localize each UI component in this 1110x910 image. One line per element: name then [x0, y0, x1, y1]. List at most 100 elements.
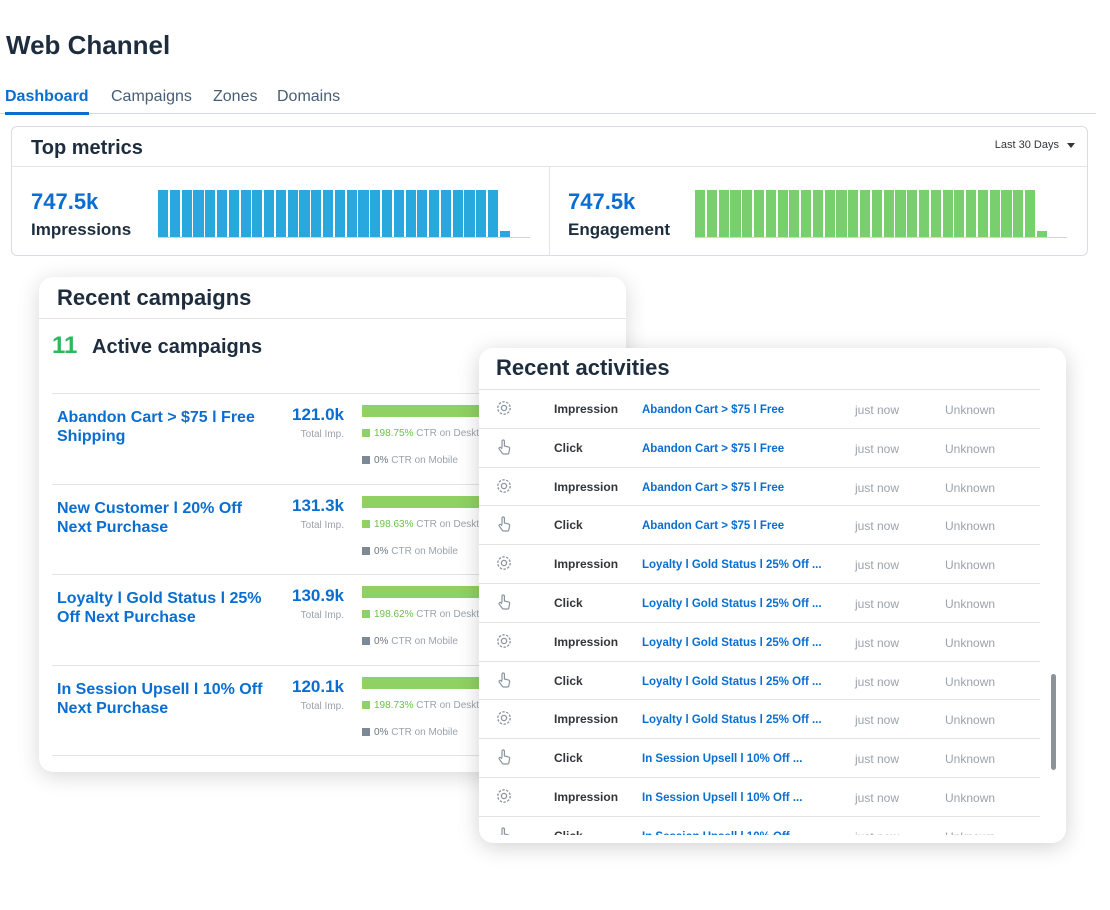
- campaign-name-link[interactable]: In Session Upsell l 10% Off Next Purchas…: [57, 681, 263, 717]
- impressions-bar: [440, 190, 452, 237]
- engagement-bar: [765, 190, 776, 237]
- active-campaigns-count: 11: [52, 332, 78, 359]
- ctr-mobile: 0% CTR on Mobile: [362, 636, 458, 647]
- ctr-mobile-label: CTR on Mobile: [391, 636, 458, 647]
- impressions-bar: [381, 190, 393, 237]
- activity-row: Impression In Session Upsell l 10% Off ..…: [479, 777, 1040, 816]
- gear-icon: [495, 709, 513, 727]
- engagement-bar: [730, 190, 741, 237]
- activity-type: Click: [554, 829, 583, 835]
- activity-campaign-link[interactable]: Abandon Cart > $75 l Free: [642, 442, 785, 455]
- impressions-bar: [169, 190, 180, 237]
- engagement-bar: [977, 190, 989, 237]
- pointer-icon: [495, 826, 513, 835]
- impressions-bar: [228, 190, 239, 237]
- engagement-bar: [918, 190, 930, 237]
- activity-type: Impression: [554, 557, 619, 572]
- impressions-bar: [181, 190, 192, 237]
- engagement-bar: [812, 190, 824, 237]
- activity-row: Click Abandon Cart > $75 l Free just now Un…: [479, 505, 1040, 544]
- impressions-bar: [429, 190, 440, 237]
- ctr-desktop-label: CTR on Desktop: [416, 700, 491, 711]
- top-metrics-card: Top metrics Last 30 Days 747.5k Impressi…: [11, 126, 1088, 256]
- campaign-total-impressions: 120.1k: [292, 677, 344, 696]
- activity-device: Unknown: [945, 830, 995, 835]
- scrollbar[interactable]: [1051, 392, 1056, 824]
- impressions-bar: [205, 190, 216, 237]
- caret-down-icon: [1067, 142, 1075, 148]
- ctr-desktop-label: CTR on Desktop: [416, 519, 491, 530]
- recent-activities-card: Recent activities Impression Abandon Cart…: [479, 348, 1066, 843]
- campaign-name-link[interactable]: Abandon Cart > $75 l Free Shipping: [57, 409, 255, 445]
- impressions-bar: [193, 190, 204, 237]
- impressions-bar: [488, 190, 499, 237]
- activity-list[interactable]: Impression Abandon Cart > $75 l Free just …: [479, 389, 1040, 835]
- activity-campaign-link[interactable]: Abandon Cart > $75 l Free: [642, 481, 785, 494]
- pointer-icon: [495, 593, 513, 611]
- campaign-name-link[interactable]: New Customer l 20% Off Next Purchase: [57, 500, 242, 536]
- activity-device: Unknown: [945, 403, 996, 417]
- tab-zones[interactable]: Zones: [213, 88, 258, 105]
- campaign-total-impressions: 130.9k: [292, 586, 344, 605]
- impressions-bar: [370, 190, 381, 237]
- activity-device: Unknown: [945, 519, 996, 534]
- scrollbar-thumb[interactable]: [1051, 674, 1056, 770]
- activity-campaign-link[interactable]: Loyalty l Gold Status l 25% Off ...: [642, 675, 822, 688]
- engagement-label: Engagement: [568, 220, 671, 239]
- gear-icon: [495, 632, 513, 650]
- campaign-name-link[interactable]: Loyalty l Gold Status l 25% Off Next Pur…: [57, 590, 262, 626]
- activity-type: Click: [554, 673, 583, 688]
- impressions-bar: [405, 190, 416, 237]
- ctr-mobile-value: 0%: [374, 727, 389, 738]
- activity-type: Impression: [554, 479, 619, 494]
- activity-device: Unknown: [945, 713, 996, 728]
- impressions-bar: [452, 190, 463, 237]
- engagement-value: 747.5k: [568, 189, 636, 214]
- activity-campaign-link[interactable]: Abandon Cart > $75 l Free: [642, 520, 785, 533]
- activity-row: Impression Loyalty l Gold Status l 25% Of…: [479, 621, 1040, 661]
- engagement-bar: [989, 190, 1000, 237]
- activity-row: Impression Abandon Cart > $75 l Free just …: [479, 466, 1040, 506]
- active-campaigns-label: Active campaigns: [92, 336, 263, 358]
- ctr-mobile: 0% CTR on Mobile: [362, 546, 458, 557]
- ctr-mobile-label: CTR on Mobile: [391, 727, 458, 738]
- activity-time: just now: [855, 635, 900, 650]
- activity-campaign-link[interactable]: In Session Upsell l 10% Off ...: [642, 792, 803, 804]
- engagement-bar: [848, 190, 859, 237]
- activity-type: Click: [554, 518, 583, 533]
- activity-type: Impression: [554, 634, 619, 649]
- ctr-mobile: 0% CTR on Mobile: [362, 455, 458, 466]
- campaign-total-label: Total Imp.: [300, 429, 344, 440]
- activity-campaign-link[interactable]: Abandon Cart > $75 l Free: [642, 404, 785, 416]
- activity-row: Click In Session Upsell l 10% Off ... just…: [479, 738, 1040, 777]
- activity-device: Unknown: [945, 791, 996, 805]
- campaign-total-impressions: 131.3k: [292, 496, 344, 515]
- engagement-bar: [871, 190, 882, 237]
- impressions-bar: [334, 190, 345, 237]
- engagement-bar: [695, 190, 706, 237]
- impressions-bar: [346, 190, 357, 237]
- activity-campaign-link[interactable]: Loyalty l Gold Status l 25% Off ...: [642, 636, 822, 649]
- date-range-dropdown[interactable]: Last 30 Days: [995, 139, 1075, 151]
- tab-campaigns[interactable]: Campaigns: [111, 88, 192, 105]
- activity-campaign-link[interactable]: In Session Upsell l 10% Off ...: [642, 753, 803, 766]
- activity-campaign-link[interactable]: In Session Upsell l 10% Off ...: [642, 831, 802, 835]
- activity-campaign-link[interactable]: Loyalty l Gold Status l 25% Off ...: [642, 598, 822, 610]
- activity-type: Impression: [554, 402, 619, 416]
- engagement-bar: [836, 190, 847, 237]
- engagement-bar: [1036, 231, 1047, 237]
- tab-domains[interactable]: Domains: [277, 88, 341, 105]
- ctr-desktop: 198.63% CTR on Desktop: [362, 519, 490, 530]
- activity-campaign-link[interactable]: Loyalty l Gold Status l 25% Off ...: [642, 714, 822, 727]
- activity-row: Impression Loyalty l Gold Status l 25% Of…: [479, 699, 1040, 738]
- tab-dashboard[interactable]: Dashboard: [5, 88, 89, 115]
- activity-row: Click Loyalty l Gold Status l 25% Off ...…: [479, 660, 1040, 700]
- ctr-desktop-label: CTR on Desktop: [416, 609, 491, 620]
- activity-device: Unknown: [945, 558, 996, 573]
- engagement-bar: [954, 190, 965, 237]
- activity-campaign-link[interactable]: Loyalty l Gold Status l 25% Off ...: [642, 559, 822, 572]
- impressions-value: 747.5k: [31, 189, 99, 214]
- activity-device: Unknown: [945, 635, 996, 650]
- date-range-label: Last 30 Days: [994, 139, 1059, 151]
- impressions-bar: [264, 190, 275, 237]
